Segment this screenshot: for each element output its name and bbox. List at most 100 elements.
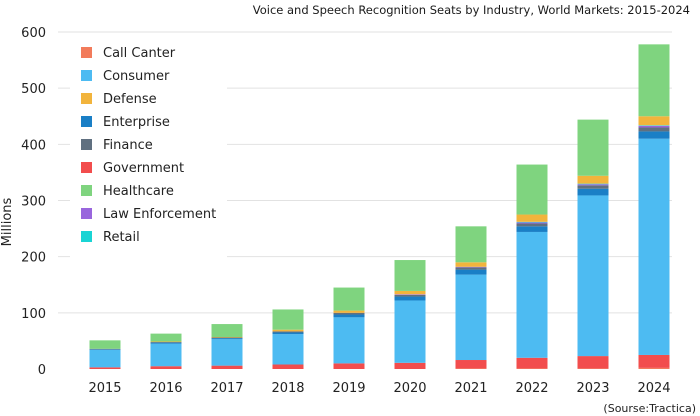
bar-segment-enterprise bbox=[150, 342, 182, 344]
bar-segment-law-enforcement bbox=[577, 184, 609, 186]
bar-segment-call-canter bbox=[516, 368, 548, 369]
y-tick-label: 400 bbox=[21, 138, 46, 153]
bar-segment-healthcare bbox=[394, 260, 426, 291]
bar-segment-consumer bbox=[211, 339, 243, 366]
bar-segment-consumer bbox=[150, 343, 182, 367]
bar-segment-enterprise bbox=[638, 131, 670, 139]
x-tick-label: 2020 bbox=[393, 381, 426, 396]
legend-swatch bbox=[81, 93, 92, 104]
bar-segment-government bbox=[394, 362, 426, 369]
bar-segment-finance bbox=[150, 342, 182, 343]
x-tick-label: 2019 bbox=[332, 381, 365, 396]
bar-segment-defense bbox=[455, 262, 487, 267]
legend-label: Consumer bbox=[103, 69, 170, 84]
bar-segment-healthcare bbox=[455, 226, 487, 263]
x-axis-ticks: 2015 2016 2017 2018 2019 2020 2021 2022 2023 2024 bbox=[88, 381, 670, 396]
x-tick-label: 2017 bbox=[210, 381, 243, 396]
legend-swatch bbox=[81, 47, 92, 58]
bar-segment-healthcare bbox=[272, 309, 304, 330]
bar-segment-finance bbox=[516, 223, 548, 227]
bar-segment-enterprise bbox=[89, 349, 121, 350]
bar-segment-finance bbox=[272, 331, 304, 333]
legend-label: Finance bbox=[103, 138, 153, 153]
bar-segment-consumer bbox=[394, 300, 426, 363]
bar-segment-healthcare bbox=[89, 340, 121, 349]
legend-swatch bbox=[81, 208, 92, 219]
bar-segment-government bbox=[89, 367, 121, 369]
bar-segment-law-enforcement bbox=[516, 222, 548, 224]
bar-segment-enterprise bbox=[577, 188, 609, 196]
bar-segment-healthcare bbox=[516, 164, 548, 215]
y-tick-label: 200 bbox=[21, 251, 46, 266]
x-tick-label: 2015 bbox=[88, 381, 121, 396]
bar-segment-defense bbox=[516, 214, 548, 222]
bar-segment-consumer bbox=[638, 138, 670, 355]
bar-segment-consumer bbox=[455, 274, 487, 361]
bar-segment-government bbox=[455, 360, 487, 369]
bar-segment-healthcare bbox=[211, 324, 243, 337]
x-tick-label: 2018 bbox=[271, 381, 304, 396]
y-tick-label: 0 bbox=[38, 363, 46, 378]
y-tick-label: 600 bbox=[21, 26, 46, 41]
y-axis-ticks: 0 100 200 300 400 500 600 bbox=[21, 26, 46, 378]
legend-label: Retail bbox=[103, 230, 140, 245]
bar-segment-government bbox=[516, 357, 548, 369]
y-tick-label: 500 bbox=[21, 82, 46, 97]
bar-segment-healthcare bbox=[638, 44, 670, 117]
x-tick-label: 2024 bbox=[637, 381, 670, 396]
bar-segment-consumer bbox=[333, 317, 365, 364]
legend-swatch bbox=[81, 185, 92, 196]
bar-segment-government bbox=[211, 365, 243, 369]
bar-segment-defense bbox=[577, 175, 609, 184]
x-tick-label: 2022 bbox=[515, 381, 548, 396]
chart-title: Voice and Speech Recognition Seats by In… bbox=[253, 3, 690, 17]
bar-segment-healthcare bbox=[577, 119, 609, 176]
bar-segment-defense bbox=[394, 290, 426, 295]
legend-swatch bbox=[81, 70, 92, 81]
bar-segment-retail bbox=[577, 183, 609, 185]
bar-segment-consumer bbox=[89, 349, 121, 368]
bar-segment-finance bbox=[394, 294, 426, 297]
y-tick-label: 100 bbox=[21, 307, 46, 322]
bar-segment-defense bbox=[638, 116, 670, 126]
legend-swatch bbox=[81, 139, 92, 150]
legend-swatch bbox=[81, 162, 92, 173]
x-tick-label: 2021 bbox=[454, 381, 487, 396]
legend-swatch bbox=[81, 116, 92, 127]
bar-segment-enterprise bbox=[516, 226, 548, 232]
bar-segment-enterprise bbox=[333, 314, 365, 318]
bar-segment-government bbox=[333, 363, 365, 369]
legend-label: Government bbox=[103, 161, 184, 176]
bar-segment-enterprise bbox=[211, 338, 243, 340]
bar-segment-consumer bbox=[516, 231, 548, 358]
bar-segment-consumer bbox=[272, 334, 304, 365]
bar-segment-call-canter bbox=[455, 368, 487, 369]
source-note: (Sourse:Tractica) bbox=[603, 402, 696, 415]
legend-label: Defense bbox=[103, 92, 157, 107]
bar-segment-government bbox=[577, 356, 609, 369]
legend-swatch bbox=[81, 231, 92, 242]
bar-segment-enterprise bbox=[272, 332, 304, 335]
bar-segment-law-enforcement bbox=[638, 125, 670, 128]
bar-segment-enterprise bbox=[455, 269, 487, 275]
legend: Call Canter Consumer Defense Enterprise Fina… bbox=[70, 35, 227, 258]
bar-segment-government bbox=[272, 364, 304, 369]
legend-label: Call Canter bbox=[103, 46, 176, 61]
bar-segment-finance bbox=[333, 312, 365, 315]
bar-segment-finance bbox=[455, 267, 487, 270]
bar-segment-healthcare bbox=[150, 333, 182, 342]
legend-background bbox=[70, 35, 227, 258]
legend-label: Law Enforcement bbox=[103, 207, 216, 222]
bar-segment-finance bbox=[89, 348, 121, 350]
bar-segment-government bbox=[638, 354, 670, 368]
legend-label: Enterprise bbox=[103, 115, 170, 130]
bar-segment-healthcare bbox=[333, 287, 365, 311]
y-axis-label: Millions bbox=[0, 197, 15, 246]
bar-segment-retail bbox=[516, 221, 548, 223]
bar-segment-enterprise bbox=[394, 296, 426, 301]
bar-segment-call-canter bbox=[577, 368, 609, 369]
bar-segment-law-enforcement bbox=[394, 294, 426, 295]
bar-segment-defense bbox=[333, 310, 365, 313]
bar-segment-government bbox=[150, 366, 182, 369]
